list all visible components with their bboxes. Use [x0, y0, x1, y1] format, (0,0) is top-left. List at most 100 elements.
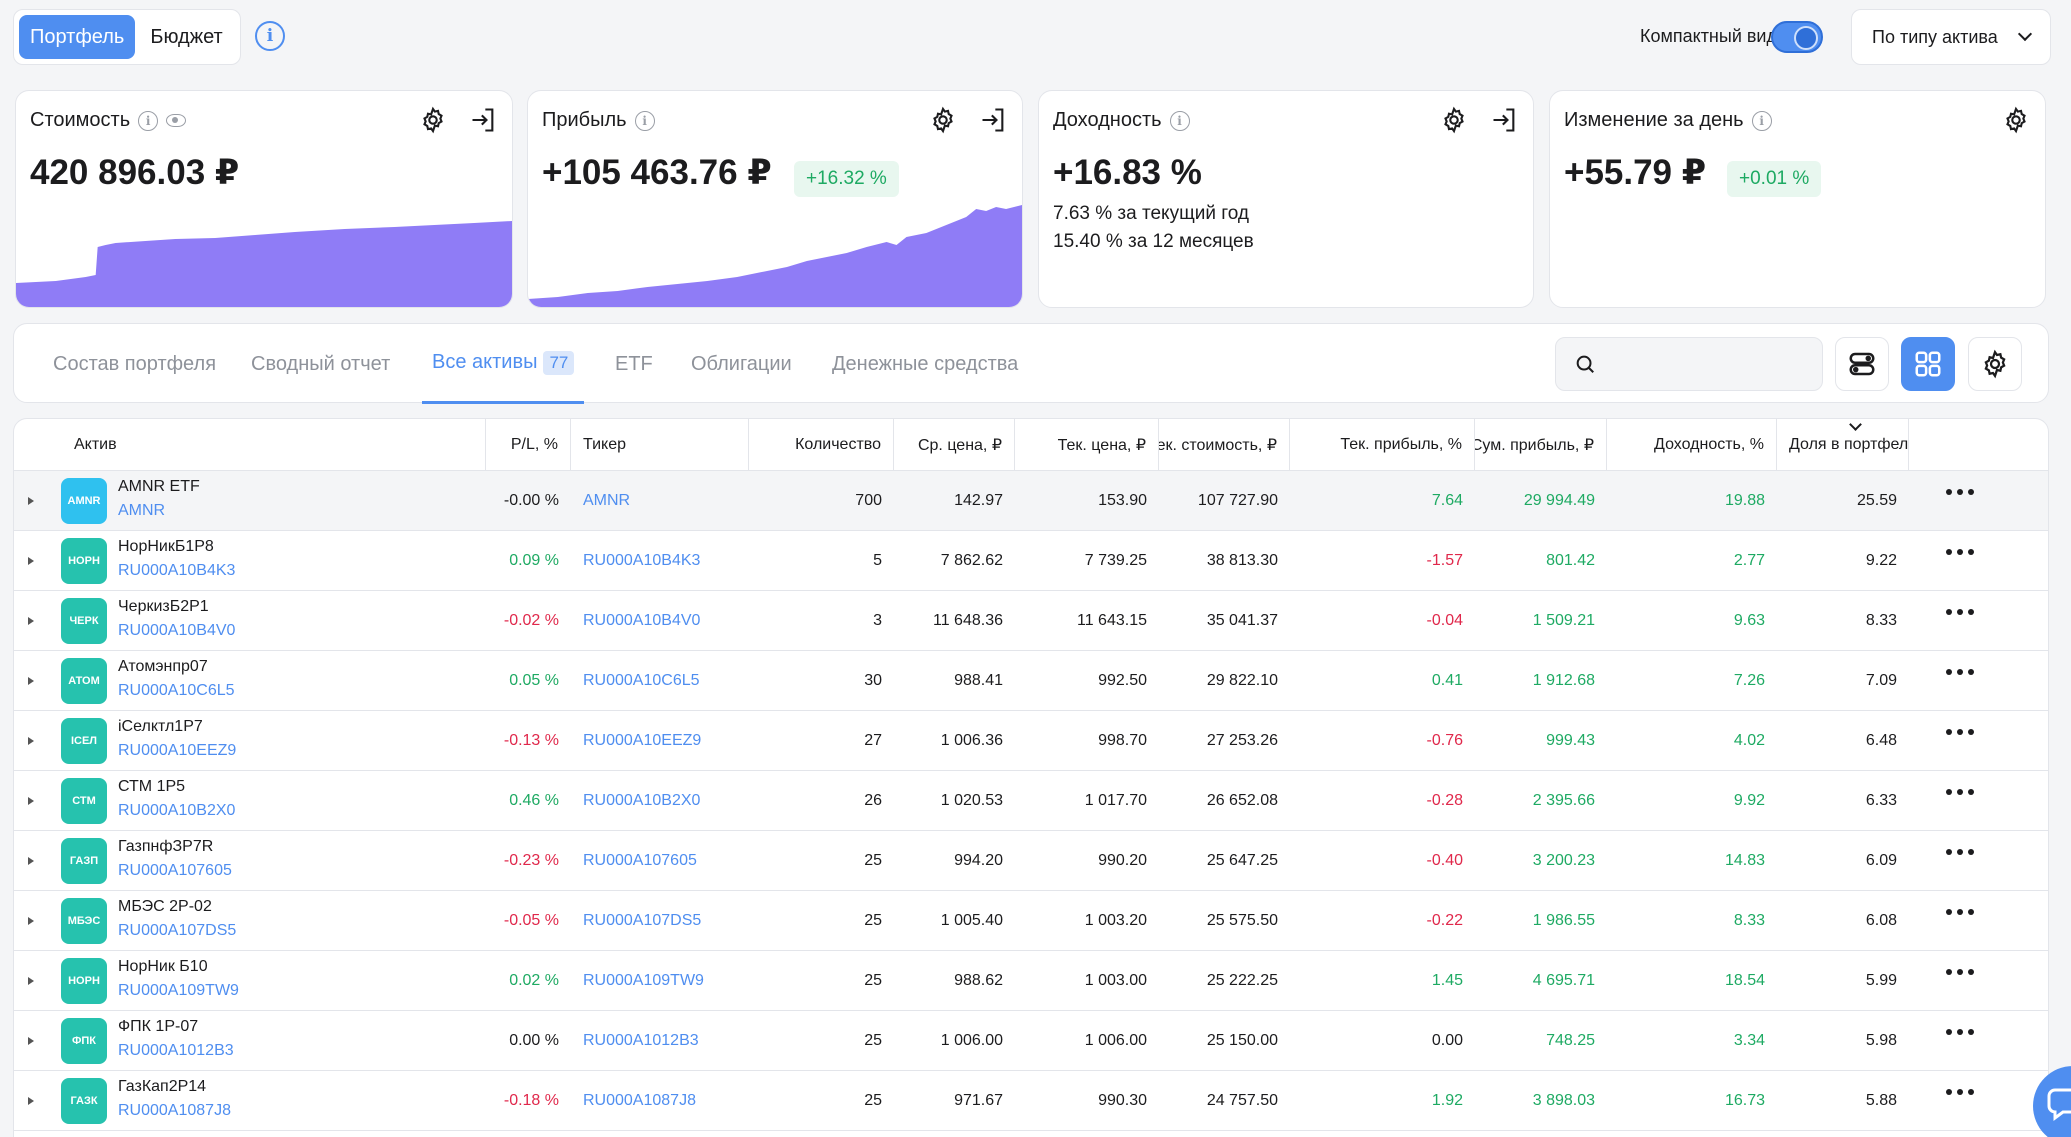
more-options-icon[interactable] — [1946, 669, 1974, 675]
more-options-icon[interactable] — [1946, 549, 1974, 555]
export-icon[interactable] — [468, 105, 498, 135]
asset-code-link[interactable]: RU000A107605 — [118, 862, 232, 879]
expand-row-icon[interactable] — [28, 797, 34, 805]
cell-ticker[interactable]: RU000A10EEZ9 — [583, 732, 702, 749]
col-avg-price[interactable]: Ср. цена, ₽ — [894, 419, 1015, 471]
more-options-icon[interactable] — [1946, 789, 1974, 795]
group-by-select[interactable]: По типу актива — [1851, 9, 2051, 65]
expand-row-icon[interactable] — [28, 737, 34, 745]
expand-row-icon[interactable] — [28, 677, 34, 685]
cell-avg-price: 994.20 — [954, 852, 1003, 869]
info-icon[interactable]: i — [255, 21, 285, 51]
col-cur-profit[interactable]: Тек. прибыль, % — [1290, 419, 1475, 471]
asset-code-link[interactable]: RU000A1087J8 — [118, 1102, 231, 1119]
cell-ticker[interactable]: AMNR — [583, 492, 631, 509]
export-icon[interactable] — [978, 105, 1008, 135]
col-quantity[interactable]: Количество — [749, 419, 894, 471]
compact-view-toggle[interactable] — [1771, 21, 1823, 53]
chat-button[interactable] — [2033, 1066, 2071, 1137]
expand-row-icon[interactable] — [28, 497, 34, 505]
table-row[interactable]: СТМ СТМ 1Р5 RU000A10B2X0 0.46 % RU000A10B2X0… — [14, 771, 2048, 831]
asset-code-link[interactable]: RU000A1012B3 — [118, 1042, 234, 1059]
table-row[interactable]: ФПК ФПК 1Р-07 RU000A1012B3 0.00 % RU000A1012… — [14, 1011, 2048, 1071]
info-icon[interactable]: i — [1169, 110, 1190, 131]
gear-icon[interactable] — [2001, 105, 2031, 135]
expand-row-icon[interactable] — [28, 617, 34, 625]
asset-name: Атомэнпр07 — [118, 658, 208, 675]
table-row[interactable]: НОРН НорНик Б10 RU000A109TW9 0.02 % RU000A10… — [14, 951, 2048, 1011]
asset-code-link[interactable]: AMNR — [118, 502, 166, 519]
table-row[interactable]: МБЭС МБЭС 2Р-02 RU000A107DS5 -0.05 % RU000A1… — [14, 891, 2048, 951]
table-row[interactable]: НОРН НорНикБ1Р8 RU000A10B4K3 0.09 % RU000A10… — [14, 531, 2048, 591]
expand-row-icon[interactable] — [28, 1037, 34, 1045]
list-view-button[interactable] — [1835, 337, 1889, 391]
more-options-icon[interactable] — [1946, 489, 1974, 495]
cell-sum-profit: 1 509.21 — [1532, 612, 1595, 629]
grid-view-button[interactable] — [1901, 337, 1955, 391]
table-row[interactable]: ICЕЛ iСелктл1Р7 RU000A10EEZ9 -0.13 % RU000A1… — [14, 711, 2048, 771]
table-settings-button[interactable] — [1968, 337, 2022, 391]
gear-icon[interactable] — [1439, 105, 1469, 135]
asset-code-link[interactable]: RU000A107DS5 — [118, 922, 237, 939]
cell-ticker[interactable]: RU000A10C6L5 — [583, 672, 700, 689]
tab-etf[interactable]: ETF — [615, 352, 653, 375]
info-icon[interactable]: i — [138, 110, 159, 131]
table-row[interactable]: ЧЕРК ЧеркизБ2Р1 RU000A10B4V0 -0.02 % RU000A1… — [14, 591, 2048, 651]
tab-portfolio-composition[interactable]: Состав портфеля — [53, 352, 217, 375]
table-row[interactable]: AMNR AMNR ETF AMNR -0.00 % AMNR 700 142.97 153.… — [14, 471, 2048, 531]
more-options-icon[interactable] — [1946, 909, 1974, 915]
table-row[interactable]: ГАЗК ГазКап2Р14 RU000A1087J8 -0.18 % RU000A1… — [14, 1071, 2048, 1131]
more-options-icon[interactable] — [1946, 849, 1974, 855]
tab-all-assets[interactable]: Все активы 77 — [422, 324, 585, 404]
col-pl[interactable]: P/L, % — [486, 419, 571, 471]
table-row[interactable]: АТОМ Атомэнпр07 RU000A10C6L5 0.05 % RU000A10… — [14, 651, 2048, 711]
cell-ticker[interactable]: RU000A107605 — [583, 852, 697, 869]
cell-ticker[interactable]: RU000A109TW9 — [583, 972, 704, 989]
budget-tab-button[interactable]: Бюджет — [150, 25, 223, 48]
col-cur-price[interactable]: Тек. цена, ₽ — [1015, 419, 1159, 471]
cell-ticker[interactable]: RU000A1012B3 — [583, 1032, 699, 1049]
more-options-icon[interactable] — [1946, 969, 1974, 975]
dot — [1946, 729, 1952, 735]
expand-row-icon[interactable] — [28, 557, 34, 565]
expand-row-icon[interactable] — [28, 857, 34, 865]
tab-bonds[interactable]: Облигации — [691, 352, 792, 375]
tab-cash[interactable]: Денежные средства — [832, 352, 1019, 375]
cell-ticker[interactable]: RU000A107DS5 — [583, 912, 702, 929]
cell-ticker[interactable]: RU000A10B2X0 — [583, 792, 701, 809]
cell-cur-profit: 0.41 — [1431, 672, 1463, 689]
asset-code-link[interactable]: RU000A10EEZ9 — [118, 742, 237, 759]
gear-icon[interactable] — [928, 105, 958, 135]
expand-row-icon[interactable] — [28, 1097, 34, 1105]
info-icon[interactable]: i — [1751, 110, 1772, 131]
eye-icon[interactable] — [166, 114, 187, 127]
tab-summary-report[interactable]: Сводный отчет — [251, 352, 391, 375]
asset-code-link[interactable]: RU000A10C6L5 — [118, 682, 235, 699]
col-sum-profit[interactable]: Сум. прибыль, ₽ — [1475, 419, 1607, 471]
more-options-icon[interactable] — [1946, 1029, 1974, 1035]
col-ticker[interactable]: Тикер — [571, 419, 749, 471]
asset-code-link[interactable]: RU000A109TW9 — [118, 982, 239, 999]
expand-row-icon[interactable] — [28, 977, 34, 985]
search-input[interactable] — [1555, 337, 1823, 391]
asset-name: НорНик Б10 — [118, 958, 208, 975]
cell-ticker[interactable]: RU000A1087J8 — [583, 1092, 696, 1109]
asset-code-link[interactable]: RU000A10B4V0 — [118, 622, 236, 639]
more-options-icon[interactable] — [1946, 729, 1974, 735]
expand-row-icon[interactable] — [28, 917, 34, 925]
col-share[interactable]: Доля в портфеле, % — [1777, 419, 1909, 471]
table-row[interactable]: ГАЗП ГазпнфЗР7R RU000A107605 -0.23 % RU000A1… — [14, 831, 2048, 891]
col-yield[interactable]: Доходность, % — [1607, 419, 1777, 471]
export-icon[interactable] — [1489, 105, 1519, 135]
col-cur-value[interactable]: Тек. стоимость, ₽ — [1159, 419, 1290, 471]
info-icon[interactable]: i — [634, 110, 655, 131]
portfolio-tab-button[interactable]: Портфель — [19, 15, 136, 59]
asset-code-link[interactable]: RU000A10B2X0 — [118, 802, 236, 819]
more-options-icon[interactable] — [1946, 609, 1974, 615]
more-options-icon[interactable] — [1946, 1089, 1974, 1095]
cell-ticker[interactable]: RU000A10B4V0 — [583, 612, 701, 629]
asset-code-link[interactable]: RU000A10B4K3 — [118, 562, 236, 579]
gear-icon[interactable] — [418, 105, 448, 135]
cell-ticker[interactable]: RU000A10B4K3 — [583, 552, 701, 569]
col-asset[interactable]: Актив — [14, 419, 486, 471]
